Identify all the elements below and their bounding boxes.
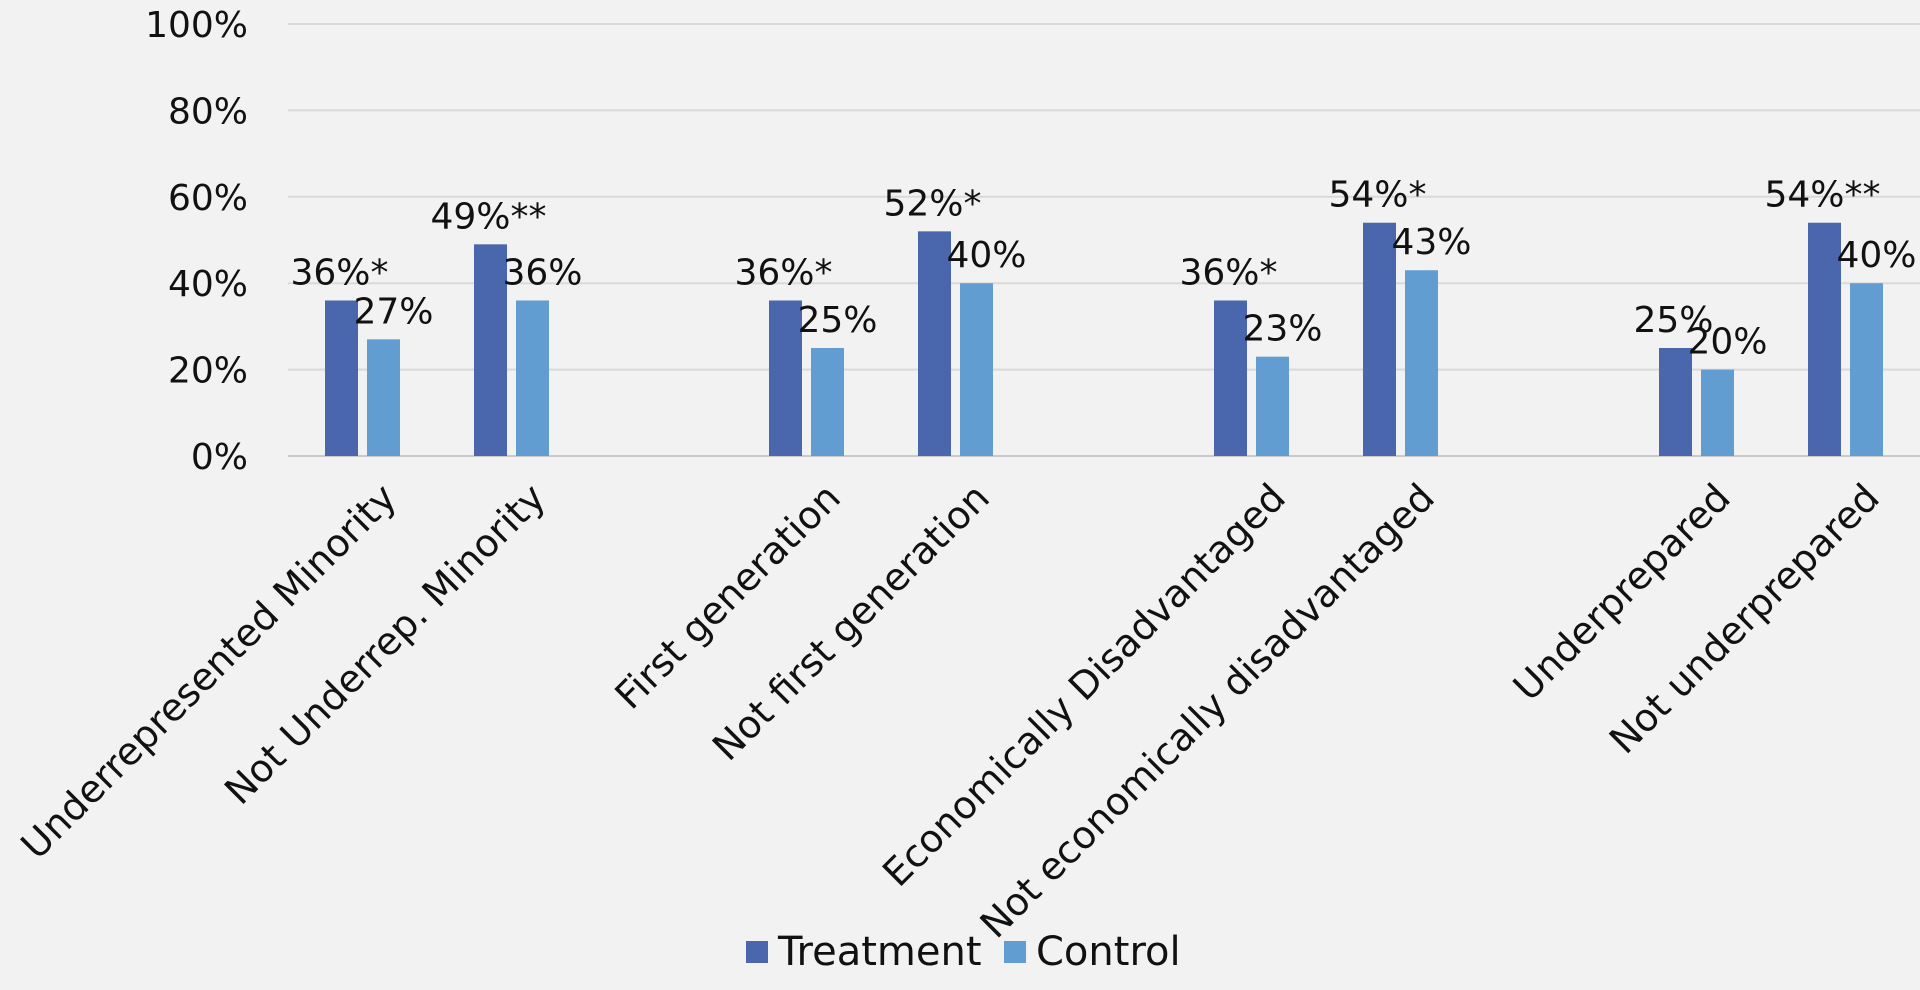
bar-treatment [1214,300,1247,456]
data-label: 52%* [883,183,981,224]
data-label: 36% [502,252,582,293]
data-label: 36%* [734,252,832,293]
bar-treatment [1363,222,1396,456]
y-tick-label: 60% [168,178,248,219]
bar-control [516,300,549,456]
data-label: 36%* [1179,252,1277,293]
bar-treatment [918,231,951,456]
bar-control [960,283,993,456]
bar-treatment [1808,222,1841,456]
data-label: 20% [1687,322,1767,363]
bar-control [811,348,844,456]
gridlines [288,23,1920,457]
x-tick-label: Not underprepared [1601,475,1888,762]
bars [325,222,1883,456]
data-label: 25% [1633,300,1713,341]
bar-control [367,339,400,456]
bar-treatment [474,244,507,456]
y-tick-label: 80% [168,91,248,132]
legend-label: Control [1036,929,1181,975]
y-tick-label: 100% [145,5,248,46]
bar-control [1405,270,1438,456]
legend: Treatment Control [746,929,1181,975]
legend-label: Treatment [777,929,982,975]
bar-treatment [769,300,802,456]
data-label: 49%** [430,196,546,237]
y-tick-label: 0% [191,437,248,478]
bar-control [1256,356,1289,456]
data-label: 54%** [1764,175,1880,216]
data-label: 36%* [290,252,388,293]
legend-swatch-treatment [746,941,768,963]
legend-swatch-control [1004,941,1026,963]
bar-treatment [1659,348,1692,456]
bar-control [1850,283,1883,456]
data-label: 23% [1242,309,1322,350]
y-tick-label: 20% [168,351,248,392]
data-label: 40% [1836,235,1916,276]
y-axis-ticks: 0% 20% 40% 60% 80% 100% [145,5,248,478]
x-tick-label: Not first generation [704,475,998,769]
data-label: 54%* [1328,175,1426,216]
bar-control [1701,369,1734,456]
data-label: 25% [797,300,877,341]
data-labels: 36%* 49%** 36%* 52%* 36%* 54%* 25% 54%** 27% 36% 2… [290,175,1916,363]
data-label: 43% [1391,222,1471,263]
data-label: 27% [353,291,433,332]
bar-treatment [325,300,358,456]
data-label: 40% [946,235,1026,276]
y-tick-label: 40% [168,264,248,305]
